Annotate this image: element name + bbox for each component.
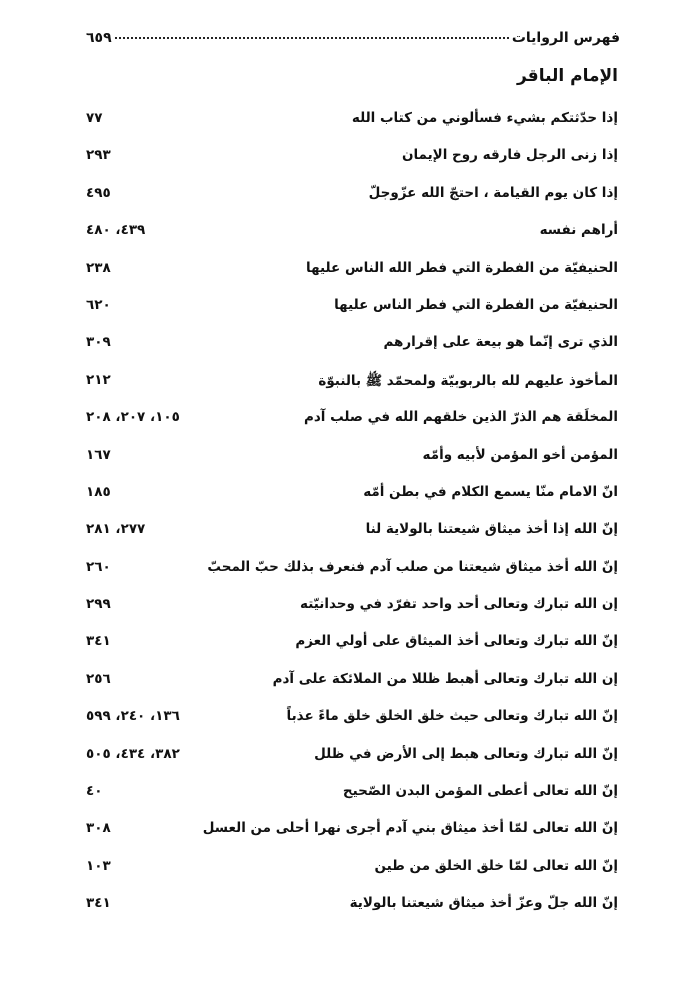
index-entry: الحنيفيّة من الفطرة التي فطر الناس عليها… [86,295,620,332]
index-entry: إنّ الله تبارك وتعالى هبط إلى الأرض في ظ… [86,744,620,781]
entry-pages: ١٠٥، ٢٠٧، ٢٠٨ [86,409,180,426]
index-entry: إنّ الله تعالى لمّا خلق الخلق من طين ١٠٣ [86,856,620,893]
entry-text: المخلَقة هم الذرّ الذين خلقهم الله في صل… [303,409,618,426]
index-entry: المؤمن أخو المؤمن لأبيه وأمّه ١٦٧ [86,445,620,482]
page-number: ٦٥٩ [86,30,112,46]
entry-text: إنّ الله تعالى أعطى المؤمن البدن الصّحيح [342,783,618,800]
entry-text: إنّ الله جلّ وعزّ أخذ ميثاق شيعتنا بالول… [349,895,618,912]
entry-text: الحنيفيّة من الفطرة التي فطر الناس عليها [334,296,618,313]
entry-text: إن الله تبارك وتعالى أهبط ظللا من الملائ… [272,670,618,687]
index-entry: إنّ الله أخذ ميثاق شيعتنا من صلب آدم فنع… [86,557,620,594]
entry-pages: ٤٣٩، ٤٨٠ [86,222,146,239]
entry-pages: ٣٤١ [86,895,111,912]
entry-text: إنّ الله تعالى لمّا خلق الخلق من طين [374,857,618,874]
entry-pages: ٢١٢ [86,371,111,388]
dot-leader [114,37,509,39]
entry-pages: ٢٦٠ [86,558,111,575]
section-title: الإمام الباقر [516,66,618,86]
entry-text: المؤمن أخو المؤمن لأبيه وأمّه [422,446,618,463]
index-entry: إذا زنى الرجل فارقه روح الإيمان ٢٩٣ [86,145,620,182]
entry-pages: ١٠٣ [86,857,111,874]
entry-text: إنّ الله تبارك وتعالى هبط إلى الأرض في ظ… [314,745,618,762]
entry-pages: ٣٤١ [86,633,111,650]
entry-text: انّ الامام منّا يسمع الكلام في بطن أمّه [363,483,618,500]
entry-text: المأخوذ عليهم لله بالربوبيّة ولمحمّد ﷺ ب… [318,372,618,389]
entry-pages: ٤٩٥ [86,184,111,201]
index-entry: إنّ الله تبارك وتعالى حيث خلق الخلق خلق … [86,706,620,743]
entry-pages: ٢٥٦ [86,670,111,687]
entry-text: إنّ الله تبارك وتعالى أخذ الميثاق على أو… [295,633,618,650]
entry-text: إنّ الله إذا أخذ ميثاق شيعتنا بالولاية ل… [365,521,618,538]
entry-text: إنّ الله تعالى لمّا أخذ ميثاق بني آدم أج… [202,820,618,837]
index-entry: إنّ الله إذا أخذ ميثاق شيعتنا بالولاية ل… [86,519,620,556]
entry-text: الذي ترى إنّما هو بيعة على إقرارهم [383,334,618,351]
entry-text: إذا زنى الرجل فارقه روح الإيمان [401,147,618,164]
entry-text: إذا كان يوم القيامة ، احتجّ الله عزّوجلّ [368,184,618,201]
entry-pages: ٣٠٩ [86,334,111,351]
index-entry: إنّ الله تعالى لمّا أخذ ميثاق بني آدم أج… [86,818,620,855]
index-entry: إنّ الله تبارك وتعالى أخذ الميثاق على أو… [86,631,620,668]
index-entry: إنّ الله تعالى أعطى المؤمن البدن الصّحيح… [86,781,620,818]
index-entry: انّ الامام منّا يسمع الكلام في بطن أمّه ١… [86,482,620,519]
entry-text: إذا حدّثتكم بشيء فسألوني من كتاب الله [351,110,618,126]
entry-text: أراهم نفسه [539,222,618,239]
index-entry: الذي ترى إنّما هو بيعة على إقرارهم ٣٠٩ [86,332,620,369]
entry-pages: ٢٧٧، ٢٨١ [86,521,146,538]
index-entry: إن الله تبارك وتعالى أهبط ظللا من الملائ… [86,669,620,706]
entry-text: الحنيفيّة من الفطرة التي فطر الله الناس … [306,259,618,276]
entry-pages: ٣٠٨ [86,820,111,837]
index-entry: المخلَقة هم الذرّ الذين خلقهم الله في صل… [86,407,620,444]
entry-text: إنّ الله تبارك وتعالى حيث خلق الخلق خلق … [286,708,618,725]
entry-pages: ١٣٦، ٢٤٠، ٥٩٩ [86,708,180,725]
running-header: فهرس الروايات ٦٥٩ [86,30,620,52]
entry-pages: ٢٩٣ [86,147,111,164]
entry-pages: ٢٩٩ [86,596,111,613]
entry-pages: ٧٧ [86,110,103,126]
entry-pages: ٣٨٢، ٤٣٤، ٥٠٥ [86,745,180,762]
entry-pages: ٤٠ [86,783,103,800]
entry-text: إنّ الله أخذ ميثاق شيعتنا من صلب آدم فنع… [207,558,618,575]
entry-pages: ١٨٥ [86,483,111,500]
index-list: إذا حدّثتكم بشيء فسألوني من كتاب الله ٧٧ إ… [86,108,620,931]
entry-pages: ٦٢٠ [86,296,111,313]
entry-pages: ١٦٧ [86,446,111,463]
index-entry: أراهم نفسه ٤٣٩، ٤٨٠ [86,220,620,257]
index-entry: إذا كان يوم القيامة ، احتجّ الله عزّوجلّ… [86,183,620,220]
index-entry: إنّ الله جلّ وعزّ أخذ ميثاق شيعتنا بالول… [86,893,620,930]
entry-pages: ٢٣٨ [86,259,111,276]
header-title: فهرس الروايات [511,30,620,46]
index-entry: المأخوذ عليهم لله بالربوبيّة ولمحمّد ﷺ ب… [86,370,620,407]
index-entry: الحنيفيّة من الفطرة التي فطر الله الناس … [86,258,620,295]
entry-text: إن الله تبارك وتعالى أحد واحد تفرّد في و… [300,596,618,613]
index-entry: إن الله تبارك وتعالى أحد واحد تفرّد في و… [86,594,620,631]
index-entry: إذا حدّثتكم بشيء فسألوني من كتاب الله ٧٧ [86,108,620,145]
